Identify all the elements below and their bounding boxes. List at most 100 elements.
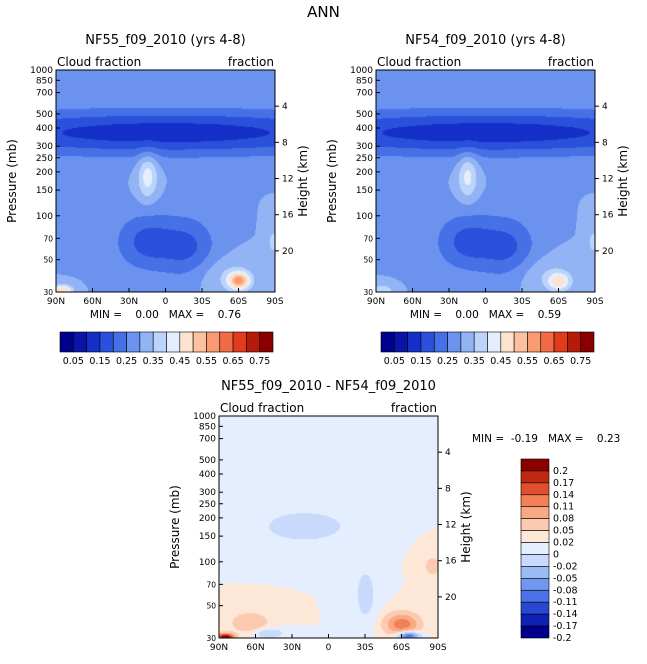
colorbar-swatch [473, 331, 488, 353]
colorbar-label: 0.05 [384, 356, 405, 367]
pressure-tick-label: 250 [36, 154, 53, 164]
colorbar-label: 0.35 [143, 356, 164, 367]
colorbar-swatch [246, 331, 260, 353]
x-tick-label: 60S [393, 643, 410, 653]
colorbar-swatch [520, 589, 550, 603]
x-tick-label: 60N [83, 297, 101, 307]
height-tick-label: 20 [602, 247, 614, 257]
pressure-tick-label: 1000 [30, 66, 53, 76]
x-tick-label: 30N [440, 297, 458, 307]
colorbar-label: -0.02 [553, 561, 578, 572]
pressure-tick-label: 700 [199, 435, 216, 445]
height-tick-label: 20 [445, 593, 457, 603]
min-max-stats: MIN = -0.19 MAX = 0.23 [472, 433, 620, 445]
colorbar-swatch [179, 331, 194, 353]
colorbar-swatch [259, 331, 274, 353]
pressure-tick-label: 30 [363, 288, 373, 297]
pressure-tick-label: 250 [199, 500, 216, 510]
heatmap-field-2 [376, 70, 595, 292]
colorbar-swatch [553, 331, 568, 353]
pressure-tick-label: 1000 [193, 412, 216, 422]
pressure-tick-label: 200 [199, 514, 216, 524]
colorbar-label: 0.55 [517, 356, 538, 367]
colorbar-swatch [520, 494, 550, 508]
colorbar-swatch [420, 331, 435, 353]
colorbar-swatch [520, 566, 550, 579]
colorbar-swatch [86, 331, 101, 353]
pressure-tick-label: 50 [206, 602, 216, 611]
colorbar-swatch [206, 331, 221, 353]
colorbar-swatch [567, 331, 581, 353]
height-tick-label: 12 [445, 521, 456, 531]
pressure-tick-label: 250 [356, 154, 373, 164]
x-tick-label: 0 [163, 297, 169, 307]
colorbar-label: 0.08 [553, 514, 574, 525]
pressure-tick-label: 300 [356, 142, 373, 152]
colorbar-swatch [513, 331, 528, 353]
y2-axis-label: Height (km) [296, 145, 310, 216]
left-label: Cloud fraction [220, 401, 304, 415]
colorbar-label: 0.65 [222, 356, 243, 367]
heatmap-field-1 [56, 70, 275, 292]
colorbar-swatch [487, 331, 502, 353]
x-tick-label: 60S [550, 297, 567, 307]
colorbar-swatch [520, 542, 550, 555]
height-tick-label: 16 [282, 211, 294, 221]
colorbar-label: 0.75 [249, 356, 270, 367]
colorbar-swatch [126, 331, 141, 353]
x-tick-label: 60S [230, 297, 247, 307]
pressure-tick-label: 400 [199, 470, 216, 480]
x-tick-label: 90N [210, 643, 228, 653]
colorbar-swatch [460, 331, 475, 353]
colorbar-label: 0.25 [116, 356, 137, 367]
colorbar-label: 0.25 [437, 356, 458, 367]
pressure-tick-label: 300 [199, 488, 216, 498]
colorbar-swatch [73, 331, 87, 353]
colorbar-label: 0.55 [196, 356, 217, 367]
y-axis-label: Pressure (mb) [168, 485, 182, 569]
x-tick-label: 0 [326, 643, 332, 653]
pressure-tick-label: 400 [356, 124, 373, 134]
height-tick-label: 16 [602, 211, 614, 221]
pressure-tick-label: 850 [356, 76, 373, 86]
colorbar-label: -0.05 [553, 573, 578, 584]
colorbar-swatch [500, 331, 515, 353]
colorbar-swatch [380, 331, 395, 353]
right-label: fraction [228, 55, 274, 69]
height-tick-label: 16 [445, 557, 457, 567]
pressure-tick-label: 30 [206, 634, 216, 643]
colorbar-label: 0.45 [169, 356, 190, 367]
colorbar-swatch [166, 331, 181, 353]
pressure-tick-label: 500 [199, 456, 216, 466]
height-tick-label: 8 [602, 138, 608, 148]
x-tick-label: 90S [586, 297, 603, 307]
x-tick-label: 30S [356, 643, 373, 653]
pressure-tick-label: 50 [363, 256, 373, 265]
chart-panel-1: NF55_f09_2010 (yrs 4-8) Cloud fraction fra… [5, 33, 310, 321]
colorbar-label: 0.2 [553, 466, 568, 477]
y2-axis-label: Height (km) [459, 491, 473, 562]
page-title: ANN [307, 3, 340, 21]
chart-title: NF54_f09_2010 (yrs 4-8) [405, 33, 565, 48]
pressure-tick-label: 100 [36, 212, 53, 222]
y-axis-label: Pressure (mb) [5, 139, 19, 223]
colorbar-difference: 0.20.170.140.110.080.050.020-0.02-0.05-0… [520, 458, 578, 644]
colorbar-label: -0.17 [553, 621, 578, 632]
x-tick-label: 30S [193, 297, 210, 307]
heatmap-field-3 [219, 416, 438, 638]
chart-panel-2: NF54_f09_2010 (yrs 4-8) Cloud fraction fra… [325, 33, 630, 321]
pressure-tick-label: 70 [363, 234, 373, 243]
height-tick-label: 8 [282, 138, 288, 148]
min-max-stats: MIN = 0.00 MAX = 0.76 [90, 309, 242, 321]
pressure-tick-label: 850 [199, 422, 216, 432]
min-max-stats: MIN = 0.00 MAX = 0.59 [410, 309, 561, 321]
x-tick-label: 90N [47, 297, 65, 307]
pressure-tick-label: 100 [356, 212, 373, 222]
colorbar-label: 0.15 [410, 356, 431, 367]
colorbar-top-right: 0.05 0.15 0.25 0.35 0.45 0.55 0.65 0.75 [380, 331, 595, 367]
x-tick-label: 30N [283, 643, 301, 653]
colorbar-swatch [520, 625, 550, 639]
x-tick-label: 90N [367, 297, 385, 307]
colorbar-swatch [527, 331, 542, 353]
colorbar-label: 0 [553, 549, 559, 560]
